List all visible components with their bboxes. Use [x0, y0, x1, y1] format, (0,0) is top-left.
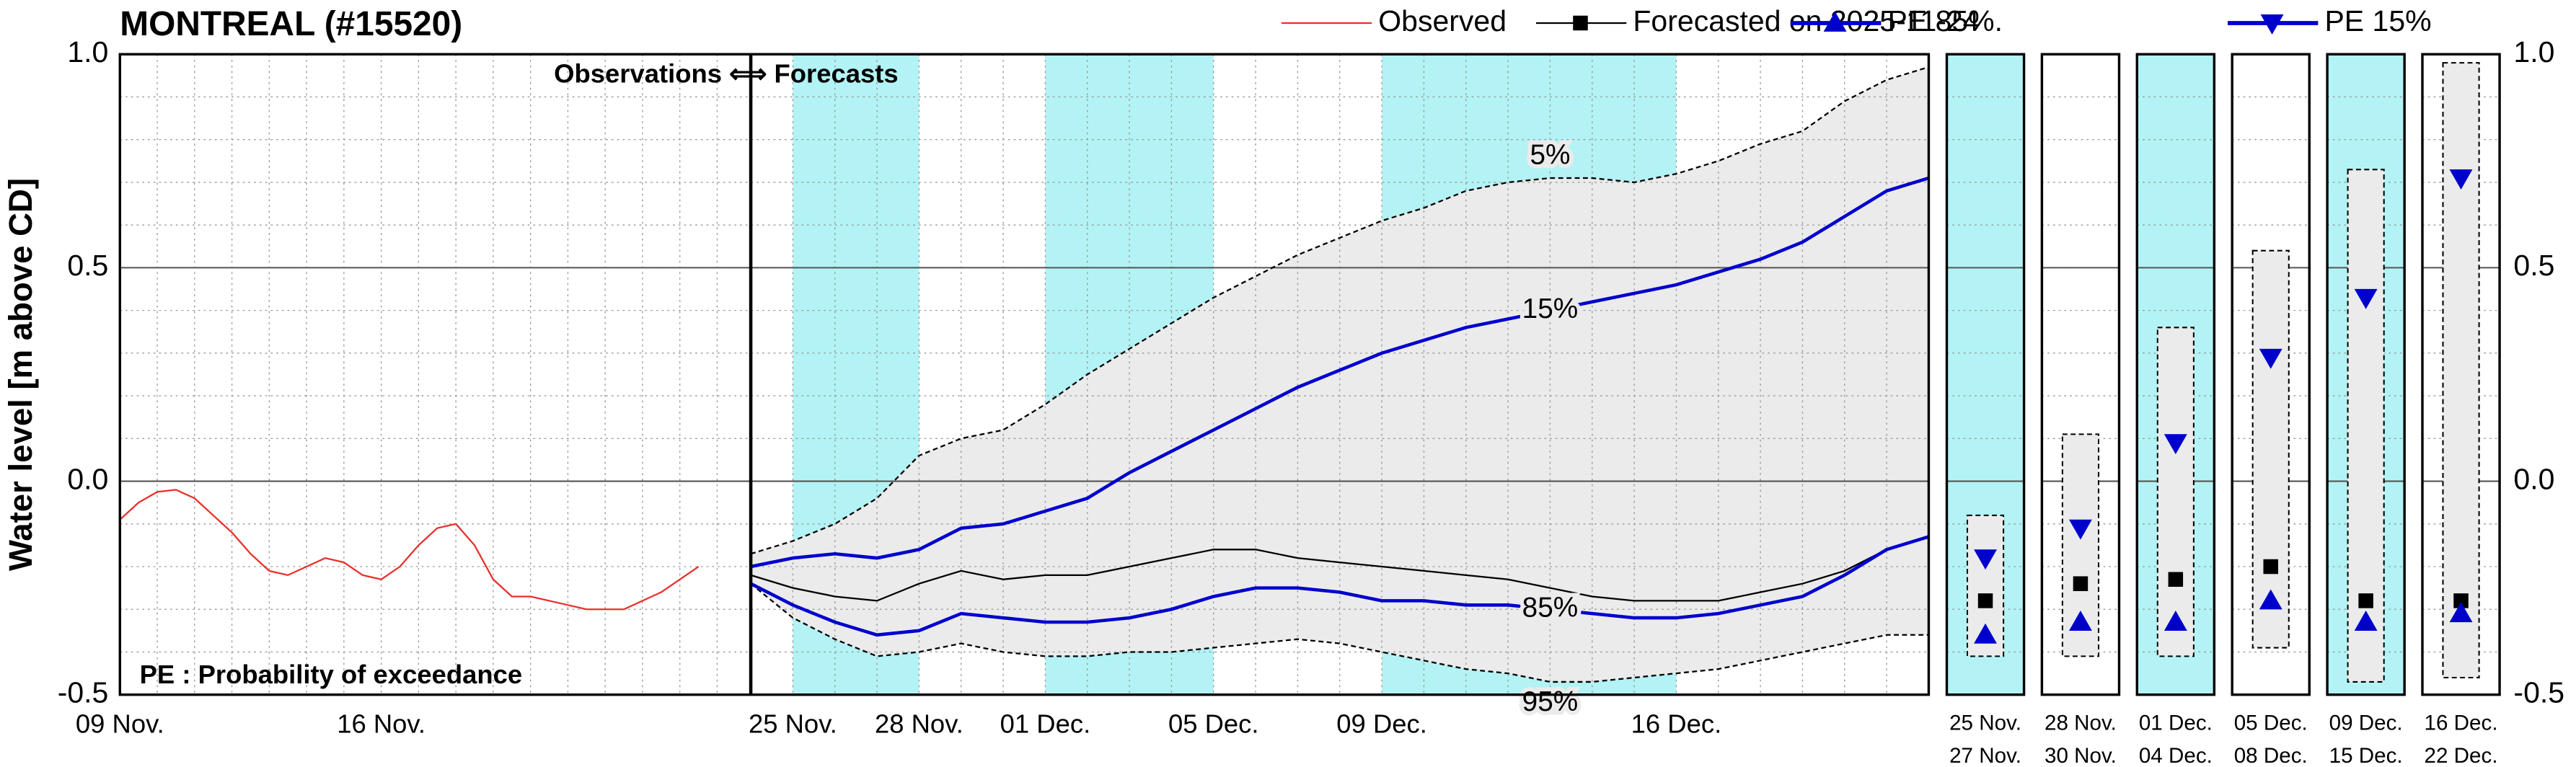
week-start-label: 28 Nov.: [2045, 711, 2117, 735]
week-panel-frame: [2326, 53, 2406, 696]
series-line: [750, 536, 1929, 602]
line-label: 85%: [1522, 592, 1578, 623]
legend-label: PE 85%.: [1887, 4, 2003, 37]
week-range: [2251, 249, 2290, 649]
x-tick-label: 09 Nov.: [76, 709, 164, 739]
y-tick-label: 0.0: [67, 462, 108, 495]
y-tick-label: -0.5: [58, 676, 109, 709]
y-tick-label: 1.0: [67, 35, 108, 68]
forecast-marker: [2358, 593, 2373, 608]
series-line: [750, 176, 1930, 569]
forecast-marker: [1573, 15, 1588, 31]
week-range: [2156, 327, 2195, 657]
week-end-label: 22 Dec.: [2425, 744, 2498, 767]
week-end-label: 15 Dec.: [2329, 744, 2403, 767]
week-start-label: 05 Dec.: [2234, 711, 2308, 735]
x-tick-label: 01 Dec.: [1000, 709, 1091, 739]
pe85-marker: [2449, 602, 2473, 623]
pe85-marker: [2354, 611, 2378, 631]
envelope-fill: [751, 67, 1929, 682]
annotation: PE : Probability of exceedance: [140, 660, 523, 689]
forecast-marker: [1977, 593, 1993, 608]
week-start-label: 25 Nov.: [1949, 711, 2021, 735]
x-tick-label: 25 Nov.: [749, 709, 837, 739]
pe85-marker: [2068, 611, 2092, 631]
pe85-marker: [1823, 12, 1847, 32]
pe15-marker: [2068, 519, 2092, 540]
pe15-marker: [2354, 288, 2378, 309]
envelope-lower: [750, 582, 1929, 683]
week-panel-frame: [2040, 53, 2121, 696]
pe85-marker: [2259, 589, 2282, 610]
pe15-marker: [2260, 14, 2284, 35]
legend-label: Forecasted on 2025-11-24: [1633, 4, 1979, 37]
forecast-marker: [2263, 559, 2278, 575]
y2-tick-label: 1.0: [2513, 35, 2554, 68]
week-panel-frame: [2421, 53, 2501, 696]
annotation: Observations ⟺ Forecasts: [554, 58, 899, 88]
week-range: [2442, 62, 2480, 679]
line-label: 15%: [1522, 293, 1578, 324]
week-start-label: 16 Dec.: [2425, 711, 2498, 735]
plot-frame: [118, 53, 1931, 696]
week-end-label: 04 Dec.: [2139, 744, 2213, 767]
x-tick-label: 28 Nov.: [875, 709, 963, 739]
pe85-marker: [1974, 623, 1997, 644]
y2-tick-label: -0.5: [2513, 676, 2564, 709]
y2-tick-label: 0.0: [2513, 462, 2554, 495]
chart-title: MONTREAL (#15520): [120, 5, 462, 43]
week-panel-frame: [2135, 53, 2216, 696]
week-end-label: 08 Dec.: [2234, 744, 2308, 767]
y-tick-label: 0.5: [67, 249, 108, 282]
y-axis-label: Water level [m above CD]: [2, 178, 39, 571]
legend-label: PE 15%: [2324, 4, 2431, 37]
forecast-marker: [2073, 576, 2088, 591]
pe15-marker: [2449, 169, 2473, 190]
pe15-marker: [2163, 434, 2187, 455]
week-end-label: 30 Nov.: [2045, 744, 2117, 767]
forecast-marker: [2168, 572, 2184, 588]
pe15-marker: [2259, 348, 2282, 369]
week-start-label: 01 Dec.: [2139, 711, 2213, 735]
x-tick-label: 05 Dec.: [1168, 709, 1259, 739]
legend-label: Observed: [1378, 4, 1507, 37]
envelope-upper: [750, 66, 1929, 555]
line-label: 5%: [1530, 140, 1570, 171]
y2-tick-label: 0.5: [2513, 249, 2554, 282]
series-line: [750, 535, 1930, 637]
x-tick-label: 09 Dec.: [1336, 709, 1427, 739]
week-panel-frame: [1945, 53, 2026, 696]
series-line: [119, 489, 700, 611]
week-panel-frame: [2231, 53, 2311, 696]
line-label: 95%: [1522, 686, 1578, 717]
x-tick-label: 16 Nov.: [337, 709, 425, 739]
pe85-marker: [2163, 611, 2187, 631]
pe15-marker: [1974, 549, 1997, 570]
week-start-label: 09 Dec.: [2329, 711, 2403, 735]
x-tick-label: 16 Dec.: [1631, 709, 1722, 739]
forecast-marker: [2453, 593, 2469, 608]
week-end-label: 27 Nov.: [1949, 744, 2021, 767]
